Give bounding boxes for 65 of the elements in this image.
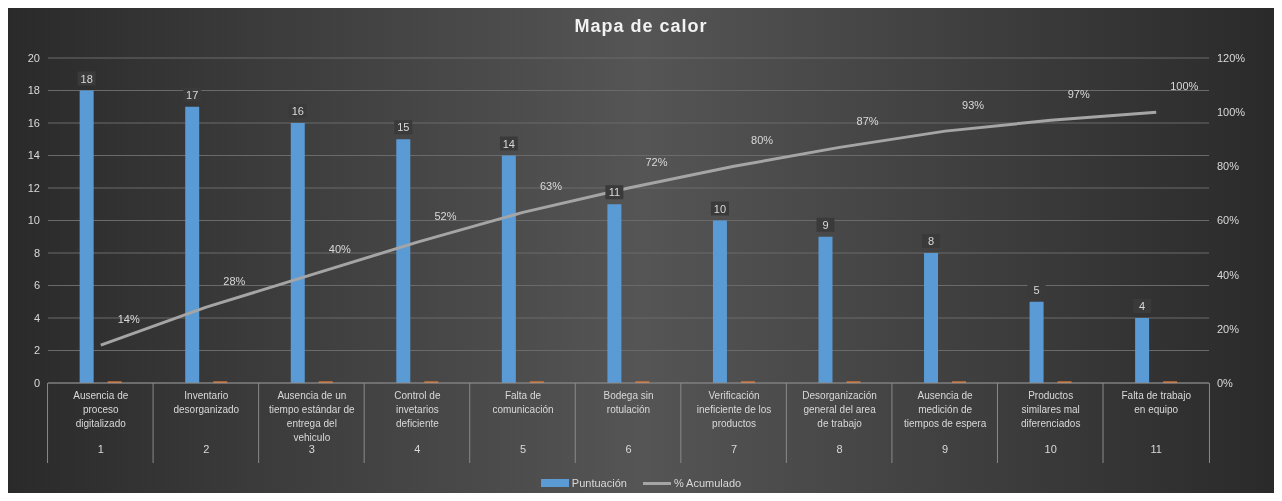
data-label: 11 <box>608 186 621 199</box>
data-label: 14% <box>117 313 140 326</box>
data-label: 5 <box>1033 283 1040 296</box>
x-tick-label: Inventario desorganizado <box>173 390 240 415</box>
text: 9 <box>942 443 949 455</box>
data-label: 16 <box>291 105 304 117</box>
x-tick-label: Verificación ineficiente de los productos <box>696 390 772 429</box>
data-label: 87% <box>856 115 879 128</box>
x-tick-label: Control de invetarios deficiente <box>394 390 441 429</box>
y-tick-label: 6 <box>33 279 40 292</box>
data-label: 18 <box>80 72 93 85</box>
x-tick-label: Ausencia de un tiempo estándar de entrega del vehiculo <box>269 390 356 443</box>
x-tick-label: Bodega sin rotulación <box>603 390 654 415</box>
legend-label: % Acumulado <box>672 477 742 489</box>
data-label: 14 <box>502 137 515 150</box>
y2-tick-label: 80% <box>1217 160 1240 173</box>
data-label: 80% <box>751 134 774 147</box>
y-tick-label: 10 <box>27 214 40 227</box>
data-label: 17 <box>186 88 199 101</box>
chart-title: Mapa de calor <box>573 16 709 37</box>
y-tick-label: 2 <box>33 344 40 357</box>
data-label: 10 <box>713 202 727 215</box>
y2-tick-label: 20% <box>1217 322 1240 335</box>
y2-tick-label: 40% <box>1217 268 1240 281</box>
y2-tick-label: 60% <box>1217 214 1240 227</box>
x-tick-label: Ausencia de medición de tiempos de espera <box>904 390 987 429</box>
data-label: 9 <box>822 218 829 231</box>
y-tick-label: 14 <box>27 149 40 162</box>
text: 4 <box>414 443 421 455</box>
text: 8 <box>836 443 843 455</box>
y-tick-label: 0 <box>33 376 40 389</box>
x-tick-label: Desorganización general del area de trabajo <box>802 390 877 429</box>
y-tick-label: 12 <box>27 181 40 194</box>
y2-tick-label: 120% <box>1217 51 1246 64</box>
x-tick-label: Falta de comunicación <box>492 390 554 415</box>
data-label: 28% <box>223 275 246 288</box>
data-label: 4 <box>1139 300 1146 312</box>
x-tick-label: Ausencia de proceso digitalizado <box>73 390 129 429</box>
y2-tick-label: 0% <box>1217 376 1234 389</box>
x-tick-label: Productos similares mal diferenciados <box>1020 390 1081 429</box>
text: 3 <box>308 443 315 455</box>
y-tick-label: 16 <box>27 116 40 129</box>
text: 7 <box>730 443 738 455</box>
data-label: 52% <box>434 210 457 223</box>
data-label: 100% <box>1170 80 1199 93</box>
y-tick-label: 8 <box>33 246 40 259</box>
data-label: 15 <box>397 121 410 134</box>
data-label: 40% <box>328 242 352 255</box>
y-tick-label: 18 <box>27 84 40 97</box>
y-tick-label: 20 <box>27 51 40 64</box>
data-label: 93% <box>962 99 985 112</box>
text: 5 <box>519 443 527 455</box>
data-label: 72% <box>645 156 668 168</box>
text: 1 <box>97 443 104 455</box>
data-label: 8 <box>927 235 935 247</box>
x-tick-label: Falta de trabajo en equipo <box>1121 390 1192 415</box>
y-tick-label: 4 <box>33 311 40 324</box>
y2-tick-label: 100% <box>1217 106 1246 119</box>
text: 6 <box>625 443 632 455</box>
legend-label: Puntuación <box>570 477 627 489</box>
text: 11 <box>1150 443 1162 455</box>
text: 10 <box>1044 443 1057 455</box>
data-label: 63% <box>539 180 563 193</box>
text: 2 <box>203 443 210 455</box>
data-label: 97% <box>1067 88 1090 101</box>
